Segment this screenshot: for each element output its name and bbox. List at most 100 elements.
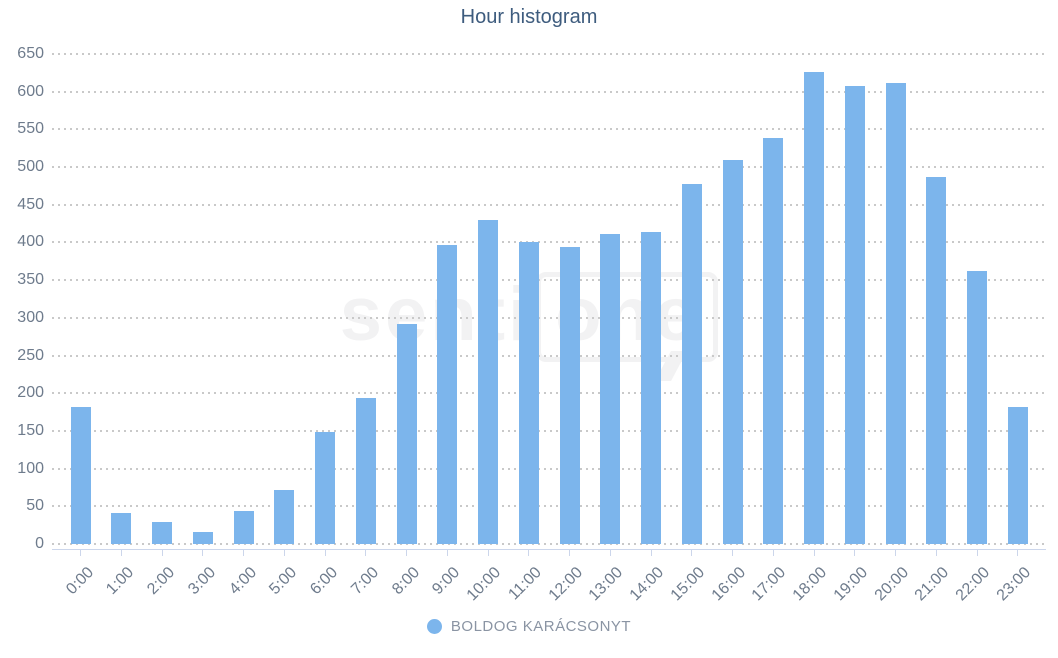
x-axis-label: 10:00 <box>463 564 505 605</box>
y-axis-label: 250 <box>17 346 44 364</box>
x-tick <box>283 549 285 556</box>
y-axis-label: 600 <box>17 82 44 100</box>
x-axis-label: 13:00 <box>586 564 627 605</box>
x-axis-label: 20:00 <box>871 564 912 605</box>
x-tick <box>895 549 897 556</box>
bar-4-00[interactable] <box>233 510 254 544</box>
bar-11-00[interactable] <box>518 241 539 544</box>
legend[interactable]: BOLDOG KARÁCSONYT <box>0 618 1058 635</box>
x-axis-label: 22:00 <box>952 564 994 605</box>
x-axis-label: 6:00 <box>307 564 342 599</box>
x-tick <box>202 549 204 556</box>
x-axis-label: 19:00 <box>830 564 871 605</box>
gridline-100 <box>52 467 1046 470</box>
x-axis-label: 16:00 <box>708 564 749 605</box>
y-axis-label: 300 <box>17 308 44 326</box>
x-tick <box>487 549 489 556</box>
x-axis-label: 8:00 <box>388 564 423 599</box>
bar-22-00[interactable] <box>967 271 988 544</box>
gridline-150 <box>52 429 1046 432</box>
bar-0-00[interactable] <box>70 406 91 544</box>
x-tick <box>80 549 82 556</box>
bar-20-00[interactable] <box>885 83 906 544</box>
gridline-600 <box>52 90 1046 93</box>
y-axis-label: 400 <box>17 233 44 251</box>
bar-1-00[interactable] <box>111 513 132 544</box>
x-axis-label: 14:00 <box>626 564 668 605</box>
x-tick <box>528 549 530 556</box>
x-tick <box>935 549 937 556</box>
gridline-400 <box>52 241 1046 244</box>
x-tick <box>976 549 978 556</box>
bar-18-00[interactable] <box>804 72 825 544</box>
gridline-350 <box>52 279 1046 282</box>
legend-marker-icon <box>426 619 442 634</box>
gridline-250 <box>52 354 1046 357</box>
gridline-450 <box>52 203 1046 206</box>
bar-7-00[interactable] <box>355 397 376 544</box>
gridline-50 <box>52 505 1046 508</box>
y-axis-label: 50 <box>26 497 44 515</box>
bar-3-00[interactable] <box>192 531 213 544</box>
y-axis-label: 200 <box>17 384 44 402</box>
x-tick <box>120 549 122 556</box>
bar-21-00[interactable] <box>926 176 947 544</box>
x-axis-label: 21:00 <box>912 564 953 605</box>
x-tick <box>609 549 611 556</box>
y-axis-label: 100 <box>17 459 44 477</box>
bar-6-00[interactable] <box>315 431 336 544</box>
x-axis-label: 3:00 <box>184 564 219 599</box>
gridline-650 <box>52 53 1046 55</box>
bar-10-00[interactable] <box>478 219 499 544</box>
x-tick <box>732 549 734 556</box>
bar-9-00[interactable] <box>437 245 458 544</box>
bar-8-00[interactable] <box>396 323 417 544</box>
y-axis-label: 0 <box>35 535 44 552</box>
x-tick <box>243 549 245 556</box>
y-axis-label: 550 <box>17 120 44 138</box>
bar-17-00[interactable] <box>763 137 784 544</box>
x-tick <box>854 549 856 556</box>
x-axis-label: 5:00 <box>266 564 301 599</box>
x-tick <box>1017 549 1019 556</box>
x-axis-label: 15:00 <box>667 564 708 605</box>
gridline-550 <box>52 128 1046 131</box>
bar-5-00[interactable] <box>274 489 295 544</box>
bar-12-00[interactable] <box>559 246 580 544</box>
y-axis-label: 650 <box>17 45 44 62</box>
bar-23-00[interactable] <box>1007 406 1028 544</box>
bar-2-00[interactable] <box>152 522 173 544</box>
gridline-500 <box>52 166 1046 169</box>
y-axis-label: 450 <box>17 195 44 213</box>
y-axis-label: 350 <box>17 271 44 289</box>
watermark-text-senti: senti <box>339 272 533 357</box>
x-tick <box>161 549 163 556</box>
x-axis-label: 12:00 <box>545 564 586 605</box>
x-axis-label: 2:00 <box>144 564 179 599</box>
x-tick <box>569 549 571 556</box>
x-axis-label: 17:00 <box>749 564 790 605</box>
x-tick <box>365 549 367 556</box>
bar-13-00[interactable] <box>600 234 621 544</box>
x-tick <box>446 549 448 556</box>
legend-series-label: BOLDOG KARÁCSONYT <box>450 618 632 635</box>
x-tick <box>324 549 326 556</box>
bar-15-00[interactable] <box>681 184 702 544</box>
gridline-0 <box>52 543 1046 545</box>
x-tick <box>650 549 652 556</box>
y-axis-label: 150 <box>17 421 44 439</box>
y-axis-label: 500 <box>17 158 44 176</box>
gridline-300 <box>52 316 1046 319</box>
x-tick <box>691 549 693 556</box>
x-tick <box>406 549 408 556</box>
bar-14-00[interactable] <box>641 231 662 544</box>
bar-16-00[interactable] <box>722 159 743 544</box>
x-axis-label: 11:00 <box>505 564 545 604</box>
bar-19-00[interactable] <box>844 85 865 544</box>
x-axis-label: 9:00 <box>429 564 464 599</box>
x-axis-label: 0:00 <box>62 564 97 599</box>
x-axis-line <box>52 549 1046 550</box>
gridline-200 <box>52 392 1046 395</box>
x-tick <box>772 549 774 556</box>
